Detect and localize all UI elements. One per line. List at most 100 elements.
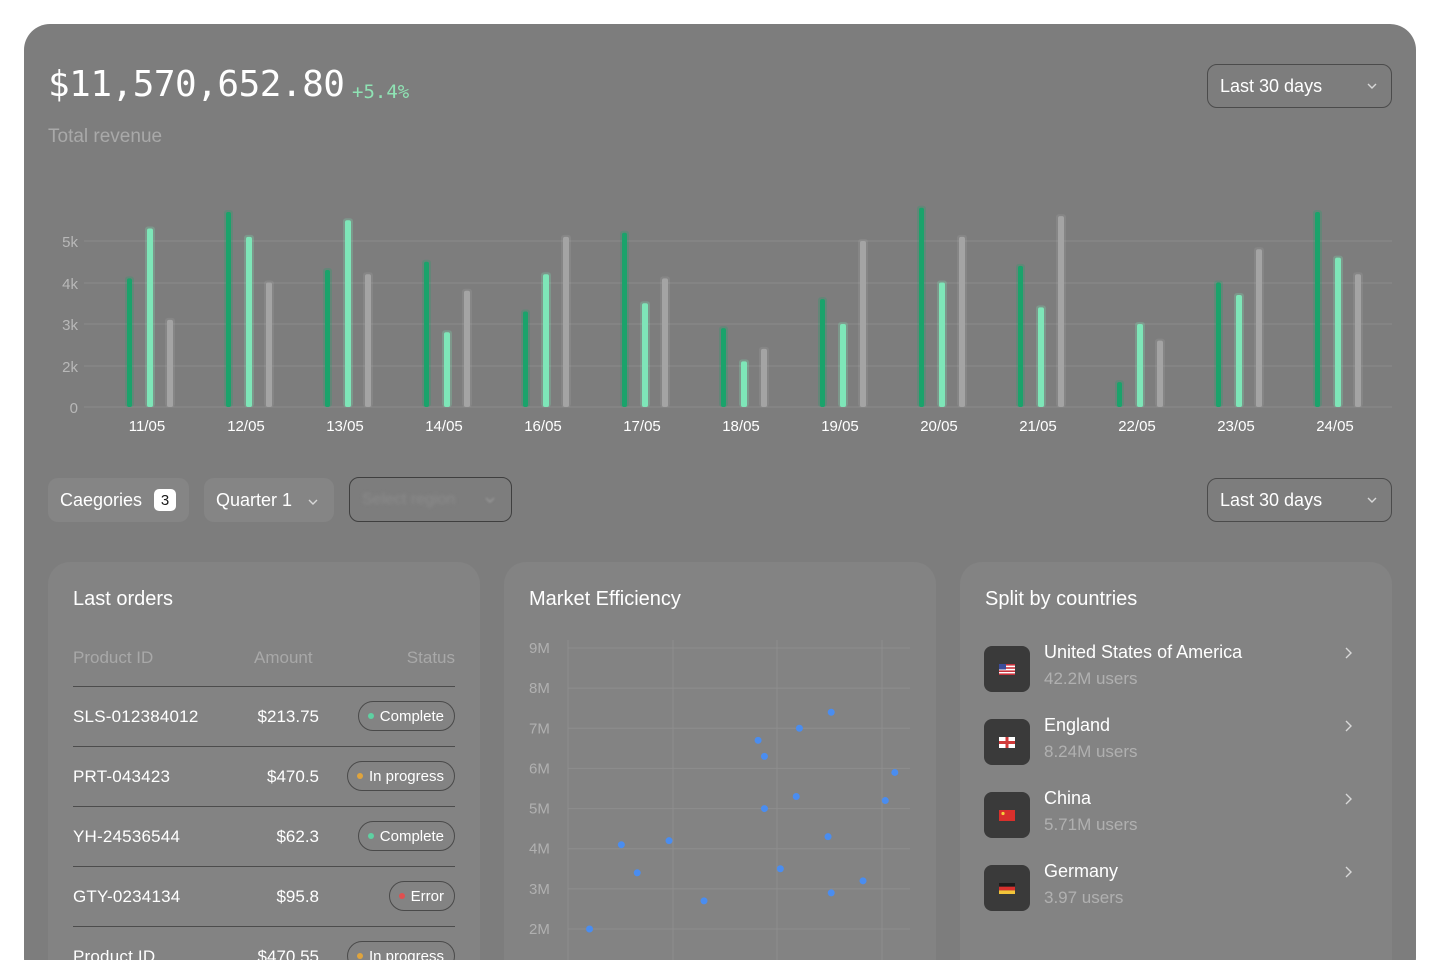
bar-series-1[interactable] [226,211,231,407]
y-tick-label: 5M [529,801,550,818]
scatter-point[interactable] [827,889,835,897]
usa-flag-icon [984,646,1030,692]
y-tick-label: 8M [529,680,550,697]
bar-series-2[interactable] [939,282,945,408]
scatter-point[interactable] [617,841,625,849]
country-item-china[interactable]: China 5.71M users [984,786,1368,846]
bar-series-1[interactable] [325,270,330,407]
bar-series-2[interactable] [1038,307,1044,407]
bar-series-1[interactable] [127,278,132,407]
bar-series-1[interactable] [721,328,726,407]
chevron-down-icon [483,493,497,512]
bar-series-3[interactable] [365,274,371,407]
table-row[interactable]: YH-24536544 $62.3 Complete [73,806,455,866]
categories-filter[interactable]: Caegories 3 [48,478,189,522]
bar-series-3[interactable] [662,278,668,407]
scatter-point[interactable] [754,736,762,744]
bar-series-2[interactable] [1137,324,1143,407]
bar-series-2[interactable] [741,361,747,407]
period-select-top-label: Last 30 days [1220,75,1323,96]
scatter-point[interactable] [881,797,889,805]
table-row[interactable]: PRT-043423 $470.5 In progress [73,746,455,806]
table-row[interactable]: Product ID $470.55 In progress [73,926,455,960]
status-dot [398,893,405,899]
bar-series-3[interactable] [1355,274,1361,407]
scatter-point[interactable] [859,877,867,885]
country-item-germany[interactable]: Germany 3.97 users [984,859,1368,919]
bar-series-3[interactable] [860,241,866,407]
bar-series-3[interactable] [167,319,173,407]
bar-series-1[interactable] [1315,211,1320,407]
y-tick-label: 4M [529,841,550,858]
status-badge: Complete [357,701,455,731]
bar-series-3[interactable] [959,236,965,407]
bar-series-1[interactable] [1117,382,1122,407]
bar-series-2[interactable] [543,274,549,407]
scatter-point[interactable] [700,897,708,905]
region-select-placeholder: Select region [362,490,456,508]
x-tick-label: 20/05 [920,418,958,434]
status-label: Error [410,887,444,905]
bar-series-3[interactable] [1157,340,1163,407]
scatter-point[interactable] [760,752,768,760]
chevron-right-icon [1345,866,1352,878]
region-select[interactable]: Select region [349,477,512,522]
scatter-point[interactable] [795,724,803,732]
bar-series-3[interactable] [563,236,569,407]
scatter-point[interactable] [776,865,784,873]
bar-series-1[interactable] [622,232,627,407]
bar-series-1[interactable] [1216,282,1221,408]
bar-series-3[interactable] [1058,216,1064,407]
x-tick-label: 14/05 [425,418,463,434]
bar-series-1[interactable] [820,299,825,407]
status-label: Complete [379,827,444,845]
order-amount: $95.8 [276,887,319,906]
country-item-england[interactable]: England 8.24M users [984,713,1368,773]
chevron-right-icon [1345,720,1352,732]
period-select-top[interactable]: Last 30 days [1207,64,1392,108]
y-tick-label: 9M [529,640,550,657]
country-users: 8.24M users [1044,742,1138,761]
bar-series-2[interactable] [147,228,153,407]
bar-series-1[interactable] [919,207,924,407]
order-product-id: GTY-0234134 [73,887,181,906]
bar-series-2[interactable] [345,220,351,407]
x-tick-label: 16/05 [524,418,562,434]
bar-series-3[interactable] [266,282,272,408]
scatter-point[interactable] [665,837,673,845]
status-dot [356,953,363,959]
bar-series-2[interactable] [246,236,252,407]
y-tick-label: 5k [62,234,78,251]
bar-series-1[interactable] [424,261,429,407]
bar-series-2[interactable] [444,332,450,407]
scatter-point[interactable] [633,869,641,877]
country-item-usa[interactable]: United States of America 42.2M users [984,640,1368,700]
chevron-down-icon [1365,79,1379,93]
y-tick-label: 2k [62,359,78,376]
bar-series-3[interactable] [464,290,470,407]
quarter-select[interactable]: Quarter 1 [204,478,334,522]
chevron-down-icon [306,493,320,514]
bar-series-1[interactable] [523,311,528,407]
table-row[interactable]: GTY-0234134 $95.8 Error [73,866,455,926]
y-tick-label: 6M [529,760,550,777]
table-row[interactable]: SLS-012384012 $213.75 Complete [73,686,455,746]
scatter-point[interactable] [827,708,835,716]
bar-series-2[interactable] [642,303,648,407]
scatter-point[interactable] [586,925,594,933]
country-name: England [1044,715,1111,735]
period-select-filters[interactable]: Last 30 days [1207,478,1392,522]
bar-series-2[interactable] [840,324,846,407]
x-tick-label: 18/05 [722,418,760,434]
bar-series-3[interactable] [1256,249,1262,407]
bar-series-1[interactable] [1018,265,1023,407]
bar-series-3[interactable] [761,348,767,407]
scatter-point[interactable] [792,793,800,801]
scatter-point[interactable] [891,768,899,776]
status-label: Complete [379,707,444,725]
bar-series-2[interactable] [1236,294,1242,407]
y-tick-label: 3M [529,881,550,898]
bar-series-2[interactable] [1335,257,1341,407]
scatter-point[interactable] [824,833,832,841]
scatter-point[interactable] [760,805,768,813]
